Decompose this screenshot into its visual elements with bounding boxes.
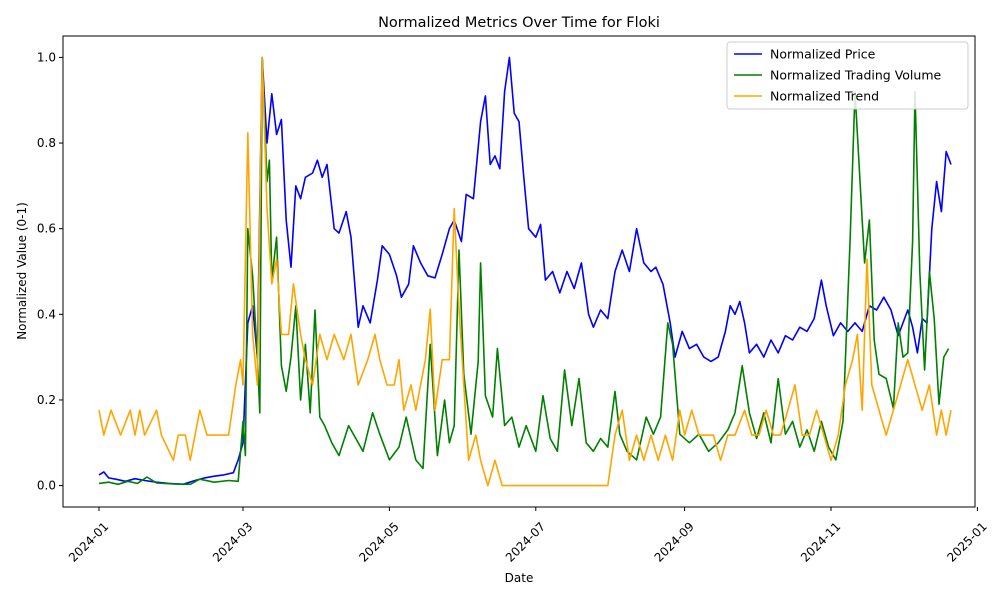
legend: Normalized Price Normalized Trading Volum… — [726, 41, 969, 110]
series-line-2 — [98, 56, 952, 487]
y-tick-label: 0.6 — [37, 222, 56, 236]
legend-label-2: Normalized Trend — [770, 89, 879, 104]
legend-label-1: Normalized Trading Volume — [770, 68, 941, 83]
y-tick-label: 0.4 — [37, 307, 56, 321]
y-tick-label: 0.8 — [37, 136, 56, 150]
chart-title: Normalized Metrics Over Time for Floki — [378, 15, 660, 31]
x-axis-title: Date — [505, 571, 534, 585]
legend-box — [726, 41, 969, 110]
y-tick-label: 0.2 — [37, 393, 56, 407]
legend-label-0: Normalized Price — [770, 47, 876, 62]
y-axis: 0.0 0.2 0.4 0.6 0.8 1.0 — [37, 50, 63, 493]
y-tick-label: 1.0 — [37, 50, 56, 64]
series-layer — [98, 56, 952, 487]
y-axis-title: Normalized Value (0-1) — [15, 202, 29, 340]
plot-frame — [62, 35, 976, 508]
y-tick-label: 0.0 — [37, 479, 56, 493]
series-line-0 — [98, 56, 952, 486]
